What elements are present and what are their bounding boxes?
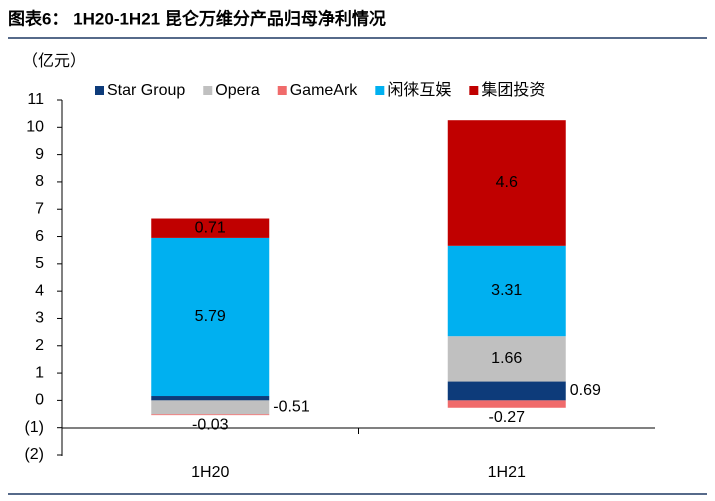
x-tick-label: 1H21 [488,464,526,481]
data-label: 0.69 [570,382,601,399]
y-tick-label: 6 [35,228,44,245]
data-label: 4.6 [496,174,518,191]
y-tick-label: (1) [24,419,44,436]
legend-swatch [203,86,213,95]
legend-label: Star Group [107,82,185,99]
data-label: 5.79 [195,308,226,325]
data-label: 0.71 [195,219,226,236]
y-tick-label: 3 [35,310,44,327]
y-tick-label: 5 [35,255,44,272]
y-tick-label: 0 [35,392,44,409]
y-tick-label: 10 [26,119,44,136]
y-tick-label: 4 [35,282,44,299]
chart-title: 图表6： 1H20-1H21 昆仑万维分产品归母净利情况 [8,8,386,28]
y-tick-label: 11 [27,91,44,108]
bar-segment [447,336,566,382]
bar-segment [447,120,566,246]
bar-segment [151,237,270,397]
data-label: 1.66 [491,350,522,367]
data-label: -0.51 [273,399,310,416]
bar-segment [151,414,270,416]
legend-label: 闲徕互娱 [387,81,451,99]
bar-segment [447,381,566,401]
y-tick-label: 8 [35,173,44,190]
y-tick-label: 1 [35,364,44,381]
legend-swatch [277,86,287,95]
legend-swatch [375,86,385,95]
data-label: 3.31 [491,282,522,299]
unit-label: （亿元） [22,52,86,70]
bar-segment [151,400,270,415]
y-tick-label: 9 [35,146,44,163]
legend-swatch [469,86,479,95]
bar-segment [447,245,566,337]
data-label: -0.03 [192,416,229,433]
bar-segment [151,218,270,238]
data-label: -0.27 [489,409,526,426]
legend-label: GameArk [290,82,359,99]
bar-segment [151,396,270,401]
y-tick-label: (2) [24,446,44,463]
y-tick-label: 7 [35,200,44,217]
bar-segment [447,400,566,408]
x-tick-label: 1H20 [191,464,229,481]
legend-label: 集团投资 [481,81,545,99]
legend-label: Opera [215,82,260,99]
y-tick-label: 2 [35,337,44,354]
legend-swatch [95,86,104,95]
